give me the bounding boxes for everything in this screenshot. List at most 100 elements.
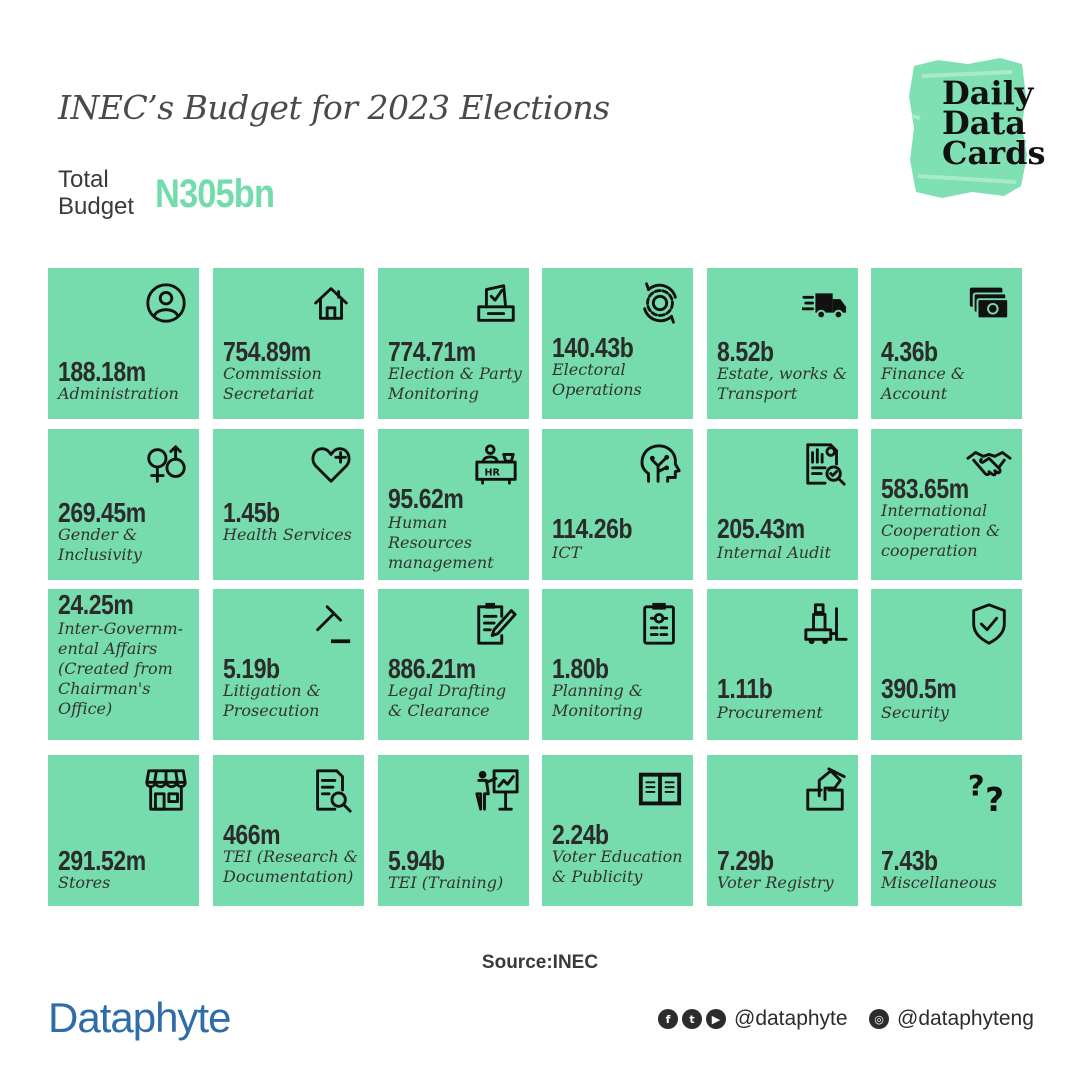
budget-card: 1.45b Health Services (213, 429, 364, 580)
budget-card: 188.18m Administration (48, 268, 199, 419)
card-value: 1.80b (552, 653, 609, 684)
card-label: Legal Drafting & Clearance (388, 681, 507, 720)
card-label: Miscellaneous (881, 873, 997, 892)
logo-line3: Cards (942, 134, 1046, 172)
budget-card: 5.94b TEI (Training) (378, 755, 529, 906)
card-value: 7.29b (717, 845, 774, 876)
card-label: TEI (Research & Documentation) (223, 847, 358, 886)
youtube-icon[interactable]: ▶ (706, 1009, 726, 1029)
card-value: 1.45b (223, 497, 280, 528)
card-label: International Cooperation & cooperation (881, 501, 1001, 560)
budget-card: 4.36b Finance & Account (871, 268, 1022, 419)
card-value: 188.18m (58, 356, 146, 387)
budget-card: ?? 7.43b Miscellaneous (871, 755, 1022, 906)
card-value: 8.52b (717, 336, 774, 367)
budget-card: 24.25m Inter-Governm- ental Affairs (Crea… (48, 589, 199, 740)
budget-card: 205.43m Internal Audit (707, 429, 858, 580)
budget-card: 269.45m Gender & Inclusivity (48, 429, 199, 580)
total-label-line1: Total (58, 166, 109, 193)
card-label: Administration (58, 384, 179, 403)
instagram-icon[interactable]: ◎ (869, 1009, 889, 1029)
svg-text:HR: HR (485, 468, 501, 479)
document-pen-icon (473, 601, 519, 647)
budget-card: 466m TEI (Research & Documentation) (213, 755, 364, 906)
budget-card: 2.24b Voter Education & Publicity (542, 755, 693, 906)
budget-card: 390.5m Security (871, 589, 1022, 740)
card-label: Finance & Account (881, 364, 966, 403)
card-label: Gender & Inclusivity (58, 525, 142, 564)
card-label: Planning & Monitoring (552, 681, 644, 720)
budget-card: 886.21m Legal Drafting & Clearance (378, 589, 529, 740)
card-value: 774.71m (388, 336, 476, 367)
clipboard-icon (637, 601, 683, 647)
total-label-line2: Budget (58, 193, 135, 220)
logo-line2: Data (942, 104, 1026, 142)
budget-card: 5.19b Litigation & Prosecution (213, 589, 364, 740)
card-value: 291.52m (58, 845, 146, 876)
social-handle-dataphyteng[interactable]: @dataphyteng (897, 1007, 1034, 1030)
card-value: 583.65m (881, 473, 969, 504)
facebook-icon[interactable]: f (658, 1009, 678, 1029)
document-search-icon (308, 767, 354, 813)
card-label: ICT (552, 543, 582, 562)
social-handles-instagram: ◎ @dataphyteng (869, 1006, 1034, 1032)
card-label: Voter Registry (717, 873, 834, 892)
budget-card: 583.65m International Cooperation & coope… (871, 429, 1022, 580)
card-label: Health Services (223, 525, 352, 544)
card-value: 1.11b (717, 673, 773, 704)
gear-cycle-icon (637, 280, 683, 326)
card-label: TEI (Training) (388, 873, 504, 892)
card-value: 114.26b (552, 513, 633, 544)
page-title: INEC’s Budget for 2023 Elections (58, 88, 610, 127)
forklift-icon (802, 601, 848, 647)
tech-head-icon (637, 441, 683, 487)
budget-card: 140.43b Electoral Operations (542, 268, 693, 419)
handshake-icon (966, 441, 1012, 487)
card-label: Inter-Governm- ental Affairs (Created fr… (58, 619, 184, 718)
presenter-board-icon (473, 767, 519, 813)
card-label: Stores (58, 873, 111, 892)
card-value: 754.89m (223, 336, 311, 367)
card-value: 95.62m (388, 483, 464, 514)
budget-card: 754.89m Commission Secretariat (213, 268, 364, 419)
heart-plus-icon (308, 441, 354, 487)
question-marks-icon: ?? (966, 767, 1012, 819)
hr-desk-icon: HR (473, 441, 519, 487)
card-value: 24.25m (58, 589, 134, 620)
total-budget-value: N305bn (155, 172, 275, 216)
svg-text:?: ? (985, 781, 1004, 813)
gavel-icon (308, 601, 354, 647)
card-label: Internal Audit (717, 543, 831, 562)
budget-card: 114.26b ICT (542, 429, 693, 580)
card-value: 390.5m (881, 673, 957, 704)
open-book-icon (637, 767, 683, 813)
card-label: Procurement (717, 703, 823, 722)
vote-hand-icon (802, 767, 848, 813)
card-value: 5.94b (388, 845, 445, 876)
money-icon (966, 280, 1012, 326)
ballot-box-icon (473, 280, 519, 326)
card-value: 5.19b (223, 653, 280, 684)
dataphyte-brand: Dataphyte (48, 994, 231, 1041)
twitter-icon[interactable]: t (682, 1009, 702, 1029)
card-value: 7.43b (881, 845, 938, 876)
budget-card: HR 95.62m Human Resources management (378, 429, 529, 580)
logo-line1: Daily (942, 74, 1034, 112)
card-label: Election & Party Monitoring (388, 364, 522, 403)
social-handles-primary: f t ▶ @dataphyte (658, 1006, 848, 1032)
card-label: Electoral Operations (552, 360, 642, 399)
logo-text: Daily Data Cards (942, 74, 1046, 172)
shield-check-icon (966, 601, 1012, 647)
card-value: 205.43m (717, 513, 805, 544)
truck-icon (800, 280, 848, 326)
user-circle-icon (143, 280, 189, 326)
card-label: Security (881, 703, 949, 722)
card-value: 269.45m (58, 497, 146, 528)
budget-card: 774.71m Election & Party Monitoring (378, 268, 529, 419)
social-handle-dataphyte[interactable]: @dataphyte (734, 1007, 848, 1030)
card-value: 4.36b (881, 336, 938, 367)
card-label: Litigation & Prosecution (223, 681, 321, 720)
source-note: Source:INEC (481, 952, 599, 973)
card-value: 2.24b (552, 819, 609, 850)
budget-card: 1.11b Procurement (707, 589, 858, 740)
